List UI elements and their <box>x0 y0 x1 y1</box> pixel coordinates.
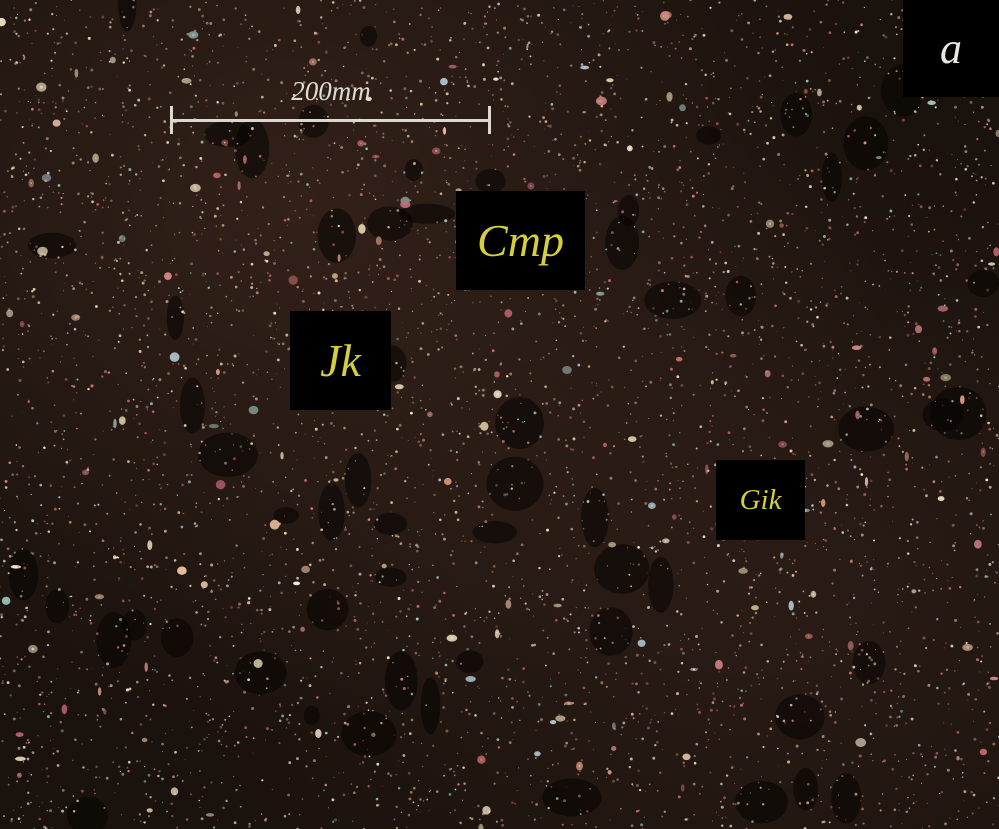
mineral-label-cmp-text: Cmp <box>477 215 564 266</box>
mineral-label-jk-text: Jk <box>320 335 361 386</box>
mineral-label-gik: Gik <box>716 460 805 540</box>
scale-bar-line <box>172 119 490 122</box>
mineral-label-jk: Jk <box>290 311 391 410</box>
panel-letter-text: a <box>940 24 962 73</box>
scale-bar: 200mm <box>170 76 492 136</box>
panel-letter: a <box>903 0 999 97</box>
scale-bar-right-tick <box>488 106 491 134</box>
scale-bar-label: 200mm <box>291 76 371 106</box>
scale-bar-left-tick <box>170 106 173 134</box>
mineral-label-gik-text: Gik <box>739 483 782 516</box>
mineral-label-cmp: Cmp <box>456 191 585 290</box>
